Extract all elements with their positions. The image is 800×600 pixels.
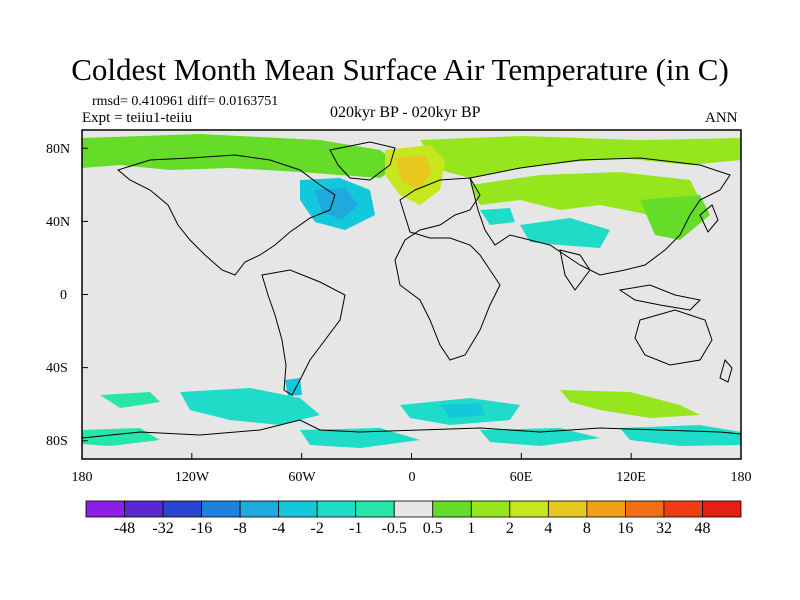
colorbar-label: -2	[310, 520, 324, 537]
coast-indonesia	[618, 284, 702, 311]
experiment-label: Expt = teiiu1-teiiu	[82, 110, 193, 126]
anomaly-patagonia	[285, 378, 302, 396]
colorbar-swatch	[393, 500, 434, 518]
colorbar-swatch	[278, 500, 318, 518]
colorbar-swatch	[547, 500, 588, 518]
colorbar-swatch	[586, 500, 626, 518]
map-ticks	[81, 147, 742, 459]
anomaly-south-pacific	[180, 388, 320, 425]
colorbar-swatch	[663, 500, 703, 518]
colorbar-label: 0.5	[422, 520, 443, 537]
colorbar-label: -48	[113, 520, 136, 537]
coast-asia	[469, 157, 731, 276]
coast-india	[559, 249, 591, 291]
colorbar-label: 32	[655, 520, 672, 537]
colorbar-swatch	[85, 500, 125, 518]
coast-antarctica	[82, 419, 741, 439]
colorbar-label: 16	[617, 520, 634, 537]
coast-europe-africa	[394, 177, 501, 361]
colorbar-label: 1	[467, 520, 476, 537]
coast-japan	[699, 204, 719, 233]
anomaly-weddell	[300, 428, 420, 448]
anomaly-east-antarctic	[480, 428, 600, 446]
anomaly-east-asia	[640, 195, 710, 240]
colorbar-swatch	[124, 500, 164, 518]
lon-label-60w: 60W	[288, 470, 316, 485]
coast-south-america	[261, 269, 346, 396]
colorbar-label: 48	[694, 520, 711, 537]
colorbar-swatch	[432, 500, 472, 518]
anomaly-central-asia	[520, 218, 610, 248]
colorbar-swatch	[509, 500, 549, 518]
coast-new-zealand	[719, 358, 733, 383]
season-label: ANN	[705, 110, 738, 126]
coastlines	[82, 141, 741, 439]
map-title: Coldest Month Mean Surface Air Temperatu…	[71, 52, 729, 87]
lon-label-120e: 120E	[616, 470, 646, 485]
colorbar-swatch	[239, 500, 280, 518]
colorbar-swatch	[355, 500, 395, 518]
colorbar-swatch	[162, 500, 202, 518]
colorbar-label: 8	[582, 520, 591, 537]
anomaly-black-sea	[480, 208, 515, 225]
coast-greenland	[329, 141, 396, 181]
anomaly-south-atlantic-core	[440, 403, 485, 418]
colorbar-swatch	[702, 500, 742, 518]
colorbar	[85, 500, 742, 518]
coast-north-america	[116, 154, 336, 276]
anomaly-indian-southern	[560, 390, 700, 418]
lon-label-120w: 120W	[174, 470, 210, 485]
anomaly-south-pacific-west	[100, 392, 160, 408]
colorbar-label: -8	[233, 520, 247, 537]
colorbar-swatch	[201, 500, 241, 518]
colorbar-label: -16	[190, 520, 213, 537]
lat-label-80s: 80S	[46, 434, 68, 449]
anomaly-arctic-east	[420, 136, 741, 178]
lon-label-180w: 180	[71, 470, 93, 485]
anomaly-ross	[620, 425, 741, 446]
lat-label-0: 0	[60, 288, 67, 303]
lat-label-80n: 80N	[46, 142, 71, 157]
coast-australia	[634, 309, 713, 366]
colorbar-label: 2	[505, 520, 514, 537]
colorbar-label: -4	[271, 520, 286, 537]
lon-label-60e: 60E	[509, 470, 533, 485]
period-label: 020kyr BP - 020kyr BP	[330, 104, 481, 121]
colorbar-label: -0.5	[381, 520, 407, 537]
colorbar-swatch	[470, 500, 511, 518]
lat-label-40n: 40N	[46, 215, 71, 230]
lon-label-0: 0	[408, 470, 416, 485]
lat-label-40s: 40S	[46, 361, 68, 376]
stats-text: rmsd= 0.410961 diff= 0.0163751	[92, 94, 279, 109]
colorbar-label: 4	[544, 520, 553, 537]
lon-label-180e: 180	[730, 470, 752, 485]
colorbar-swatch	[625, 500, 665, 518]
colorbar-label: -32	[152, 520, 174, 537]
anomaly-norway-warm	[395, 155, 432, 190]
colorbar-label: -1	[349, 520, 363, 537]
colorbar-swatch	[316, 500, 357, 518]
